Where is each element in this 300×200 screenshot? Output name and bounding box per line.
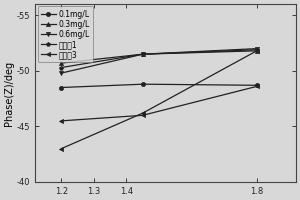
Legend: 0.1mg/L, 0.3mg/L, 0.6mg/L, 实施例1, 实施例3: 0.1mg/L, 0.3mg/L, 0.6mg/L, 实施例1, 实施例3 bbox=[38, 6, 93, 62]
Line: 0.3mg/L: 0.3mg/L bbox=[59, 49, 259, 65]
Y-axis label: Phase(Z)/deg: Phase(Z)/deg bbox=[4, 61, 14, 126]
0.1mg/L bbox=[141, 83, 145, 85]
实施例3 bbox=[255, 85, 259, 88]
Line: 实施例1: 实施例1 bbox=[59, 48, 259, 70]
实施例3 bbox=[60, 120, 63, 122]
0.6mg/L bbox=[60, 72, 63, 74]
实施例3 bbox=[141, 114, 145, 116]
0.3mg/L bbox=[255, 50, 259, 52]
实施例1 bbox=[255, 49, 259, 51]
0.3mg/L bbox=[141, 53, 145, 55]
Line: 0.6mg/L: 0.6mg/L bbox=[59, 47, 259, 75]
实施例1 bbox=[141, 53, 145, 55]
0.6mg/L bbox=[141, 53, 145, 55]
0.6mg/L bbox=[255, 47, 259, 50]
0.1mg/L bbox=[255, 84, 259, 86]
0.1mg/L bbox=[60, 86, 63, 89]
Line: 0.1mg/L: 0.1mg/L bbox=[59, 82, 259, 90]
0.3mg/L bbox=[60, 62, 63, 64]
实施例1 bbox=[60, 66, 63, 69]
Line: 实施例3: 实施例3 bbox=[59, 84, 259, 123]
